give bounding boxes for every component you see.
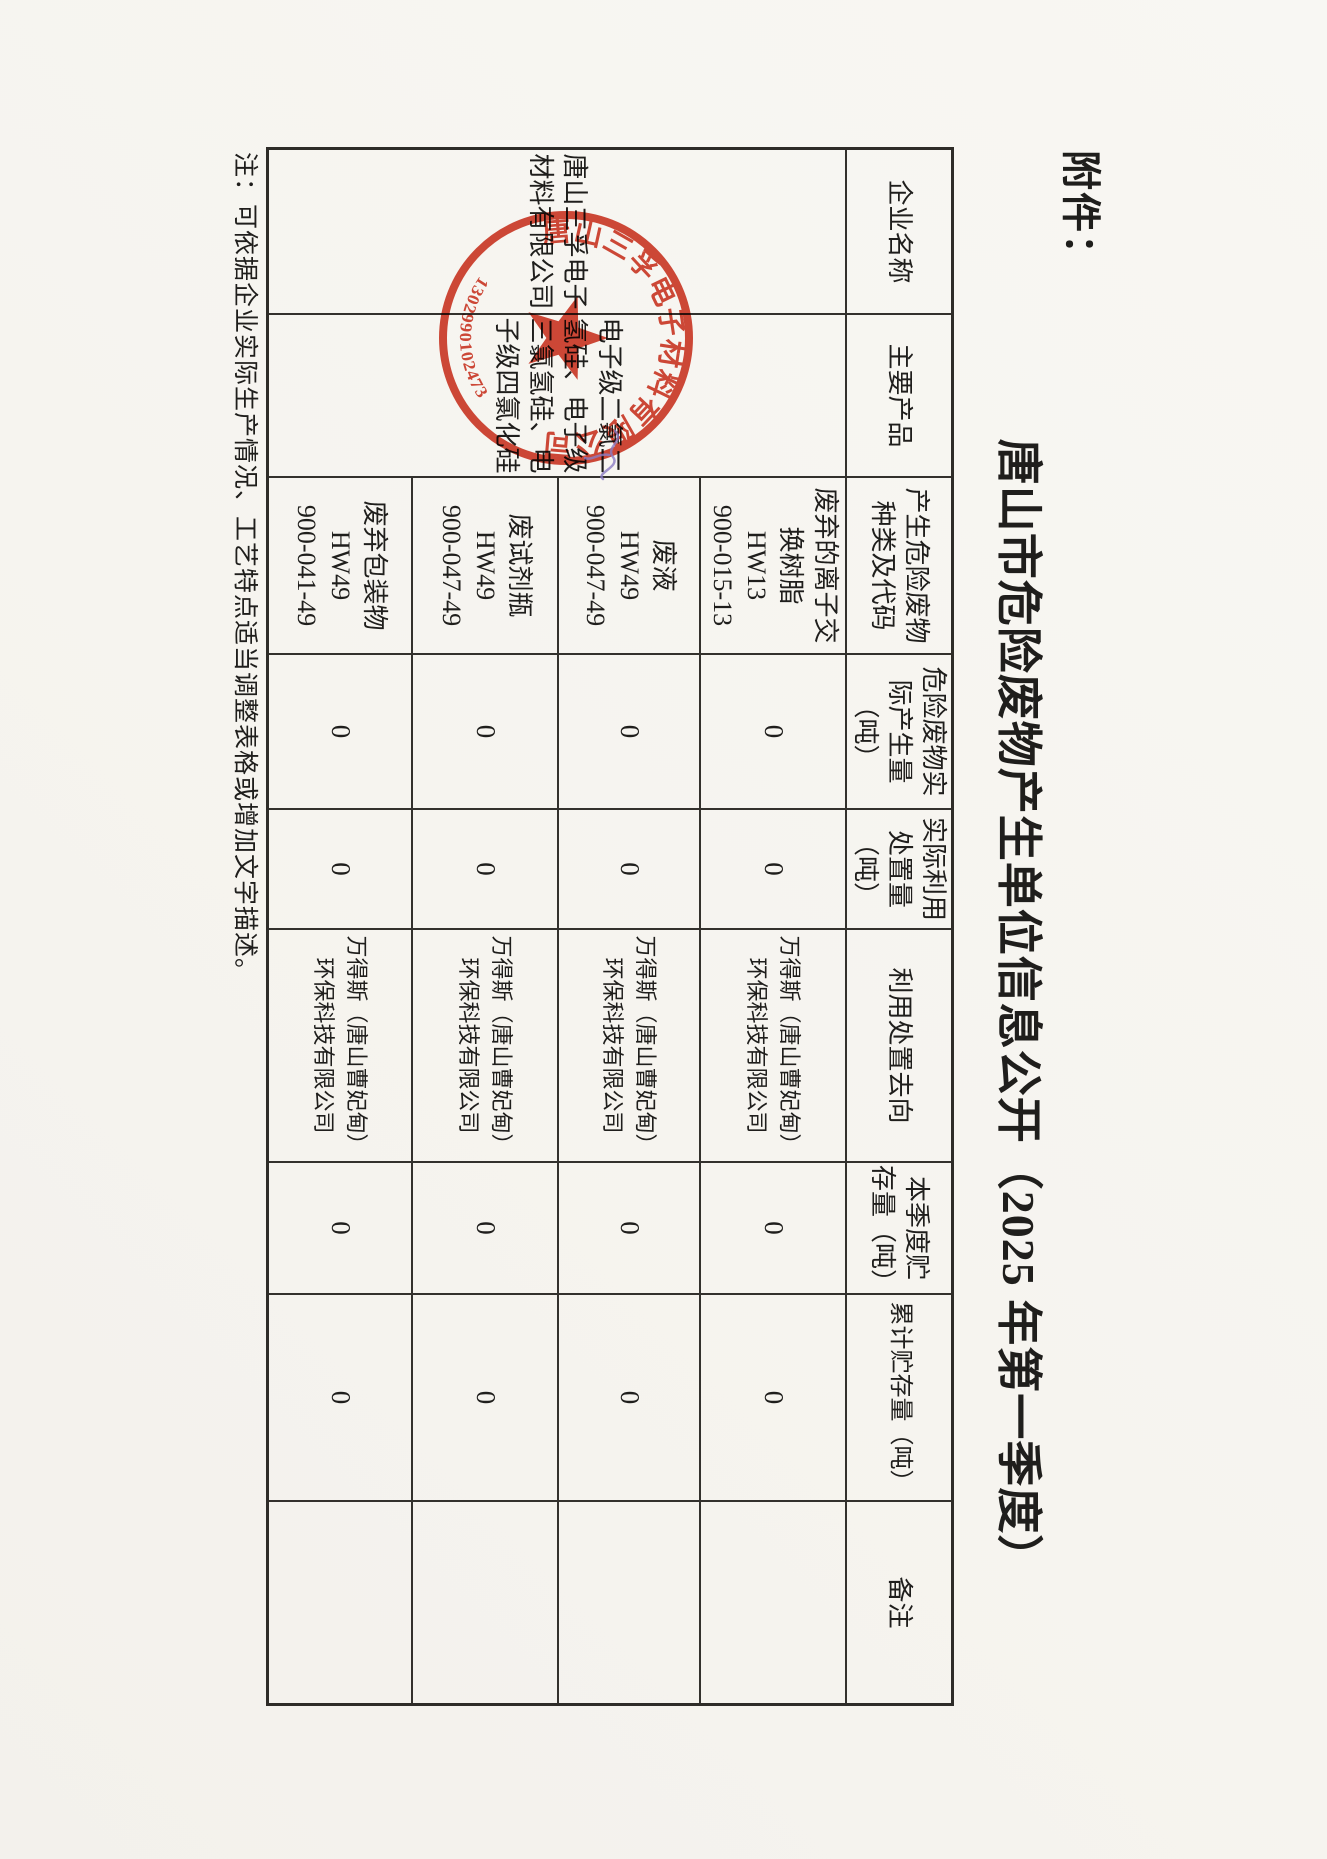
cell-remark-row2 <box>557 1502 699 1703</box>
table-footnote: 注：可依据企业实际生产情况、工艺特点适当调整表格或增加文字描述。 <box>231 152 258 985</box>
header-cell-actual-utilized: 实际利用 处置量 （吨） <box>845 810 951 930</box>
cell-waste-row4: 废弃包装物 HW49 900-041-49 <box>269 478 411 655</box>
cell-remark-row3 <box>411 1502 557 1703</box>
cell-remark-row4 <box>269 1502 411 1703</box>
cell-produced-row1: 0 <box>699 655 845 810</box>
cell-cumulative-row1: 0 <box>699 1295 845 1502</box>
cell-waste-row1: 废弃的离子交 换树脂 HW13 900-015-13 <box>699 478 845 655</box>
seal-ring-icon <box>439 211 693 465</box>
cell-quarter-row4: 0 <box>269 1163 411 1295</box>
header-cell-destination: 利用处置去向 <box>845 930 951 1163</box>
cell-destination-row4: 万得斯（唐山曹妃甸） 环保科技有限公司 <box>269 930 411 1163</box>
header-cell-actual-produced: 危险废物实 际产生量 （吨） <box>845 655 951 810</box>
seal-code-number: 1302990102473 <box>456 274 493 402</box>
cell-destination-row3: 万得斯（唐山曹妃甸） 环保科技有限公司 <box>411 930 557 1163</box>
cell-waste-row2: 废液 HW49 900-047-49 <box>557 478 699 655</box>
cell-remark-row1 <box>699 1502 845 1703</box>
cell-cumulative-row3: 0 <box>411 1295 557 1502</box>
cell-utilized-row3: 0 <box>411 810 557 930</box>
cell-utilized-row1: 0 <box>699 810 845 930</box>
header-cell-remark: 备注 <box>845 1502 951 1703</box>
header-cell-quarter-storage: 本季度贮 存量（吨） <box>845 1163 951 1295</box>
cell-produced-row4: 0 <box>269 655 411 810</box>
header-cell-enterprise-name: 企业名称 <box>845 150 951 315</box>
cell-cumulative-row4: 0 <box>269 1295 411 1502</box>
company-seal: 唐山三孚电子材料有限公司 1302990102473 <box>439 211 693 465</box>
cell-quarter-row3: 0 <box>411 1163 557 1295</box>
cell-waste-row3: 废试剂瓶 HW49 900-047-49 <box>411 478 557 655</box>
cell-utilized-row2: 0 <box>557 810 699 930</box>
cell-destination-row1: 万得斯（唐山曹妃甸） 环保科技有限公司 <box>699 930 845 1163</box>
cell-cumulative-row2: 0 <box>557 1295 699 1502</box>
header-cell-waste-type-code: 产生危险废物 种类及代码 <box>845 478 951 655</box>
header-cell-main-products: 主要产品 <box>845 315 951 478</box>
header-cell-cumulative-storage: 累计贮存量（吨） <box>845 1295 951 1502</box>
cell-quarter-row2: 0 <box>557 1163 699 1295</box>
attachment-label: 附件： <box>1058 150 1103 276</box>
seal-star-icon <box>528 296 608 380</box>
cell-destination-row2: 万得斯（唐山曹妃甸） 环保科技有限公司 <box>557 930 699 1163</box>
cell-quarter-row1: 0 <box>699 1163 845 1295</box>
cell-produced-row2: 0 <box>557 655 699 810</box>
page-title: 唐山市危险废物产生单位信息公开（2025 年第一季度） <box>993 438 1044 1582</box>
cell-utilized-row4: 0 <box>269 810 411 930</box>
pen-mark-icon <box>583 429 620 481</box>
cell-produced-row3: 0 <box>411 655 557 810</box>
